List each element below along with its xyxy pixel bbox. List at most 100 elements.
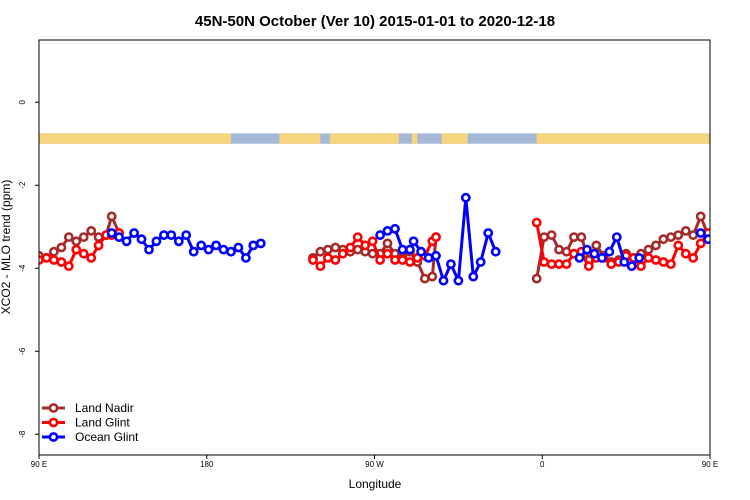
data-point bbox=[742, 238, 749, 245]
data-point bbox=[330, 255, 341, 265]
land-band-segment bbox=[441, 133, 468, 144]
x-tick-label: 90 E bbox=[702, 460, 718, 469]
data-point bbox=[589, 248, 600, 259]
data-point bbox=[352, 232, 363, 242]
x-tick-label: 90 E bbox=[31, 460, 47, 469]
data-point bbox=[531, 273, 542, 284]
data-point bbox=[546, 230, 557, 240]
data-point bbox=[597, 252, 607, 263]
x-tick-label: 180 bbox=[200, 460, 214, 469]
data-point bbox=[397, 255, 408, 265]
data-point bbox=[367, 236, 378, 247]
data-point bbox=[382, 248, 393, 259]
data-point bbox=[63, 232, 74, 242]
data-point bbox=[445, 259, 456, 269]
data-point bbox=[78, 232, 89, 242]
data-point bbox=[712, 238, 719, 245]
chart-title: 45N-50N October (Ver 10) 2015-01-01 to 2… bbox=[195, 13, 555, 30]
data-point bbox=[453, 275, 464, 286]
data-point bbox=[408, 236, 419, 247]
legend-label: Land Nadir bbox=[75, 401, 134, 415]
y-tick-label: 0 bbox=[18, 99, 27, 104]
land-ocean-band bbox=[39, 133, 710, 144]
data-point bbox=[315, 261, 326, 272]
data-point bbox=[688, 252, 699, 263]
land-band-segment bbox=[411, 133, 418, 144]
data-point bbox=[382, 225, 393, 236]
data-point bbox=[93, 240, 104, 251]
data-point bbox=[688, 230, 699, 240]
series-land-glint bbox=[39, 217, 710, 272]
data-point bbox=[583, 261, 594, 272]
data-point bbox=[136, 234, 147, 245]
data-point bbox=[666, 232, 676, 242]
y-tick-label: -2 bbox=[18, 181, 27, 189]
data-point bbox=[360, 240, 371, 251]
data-point bbox=[188, 246, 199, 257]
data-point bbox=[390, 223, 400, 234]
data-point bbox=[673, 230, 684, 240]
data-point bbox=[611, 232, 622, 242]
data-point bbox=[78, 248, 89, 259]
series-ocean-glint bbox=[106, 192, 749, 286]
data-point bbox=[554, 259, 564, 269]
data-point bbox=[71, 236, 82, 247]
data-point bbox=[49, 246, 59, 257]
data-point bbox=[658, 257, 669, 267]
x-axis-label: Longitude bbox=[349, 477, 402, 491]
data-point bbox=[56, 257, 67, 267]
data-point bbox=[643, 244, 654, 255]
data-point bbox=[438, 275, 449, 286]
data-point bbox=[114, 232, 124, 242]
legend-marker bbox=[48, 403, 59, 413]
legend-marker bbox=[48, 432, 59, 442]
data-point bbox=[419, 273, 430, 284]
land-band-segment bbox=[536, 133, 710, 144]
land-band-segment bbox=[279, 133, 321, 144]
data-point bbox=[651, 255, 661, 265]
data-point bbox=[606, 259, 617, 269]
data-point bbox=[626, 261, 637, 272]
data-point bbox=[475, 257, 486, 267]
data-point bbox=[233, 242, 244, 253]
legend-item: Land Glint bbox=[42, 416, 130, 430]
data-point bbox=[734, 246, 741, 253]
legend-label: Ocean Glint bbox=[75, 430, 139, 444]
legend-label: Land Glint bbox=[75, 416, 130, 430]
data-point bbox=[121, 236, 132, 247]
x-tick-label: 90 W bbox=[365, 460, 384, 469]
data-point bbox=[561, 246, 572, 257]
y-tick-label: -6 bbox=[18, 347, 27, 355]
data-point bbox=[561, 259, 572, 269]
data-point bbox=[144, 244, 154, 255]
data-point bbox=[404, 244, 415, 255]
data-point bbox=[151, 236, 162, 247]
data-point bbox=[719, 229, 726, 236]
data-point bbox=[695, 238, 706, 249]
data-point bbox=[431, 232, 441, 242]
land-band-segment bbox=[39, 133, 231, 144]
data-point bbox=[531, 217, 542, 228]
data-point bbox=[315, 246, 326, 257]
data-point bbox=[416, 246, 426, 257]
data-point bbox=[86, 252, 97, 263]
data-point bbox=[539, 257, 549, 267]
data-point bbox=[173, 236, 184, 247]
data-point bbox=[673, 240, 684, 251]
data-point bbox=[86, 225, 97, 236]
data-point bbox=[658, 234, 669, 245]
legend-item: Land Nadir bbox=[42, 401, 134, 415]
data-point bbox=[106, 228, 117, 238]
data-point bbox=[604, 246, 615, 257]
data-point bbox=[427, 271, 438, 282]
data-point bbox=[106, 211, 117, 222]
data-point bbox=[390, 255, 400, 265]
data-point bbox=[345, 242, 356, 253]
data-point bbox=[337, 248, 348, 259]
data-point bbox=[211, 240, 221, 251]
y-tick-label: -4 bbox=[18, 264, 27, 272]
legend-item: Ocean Glint bbox=[42, 430, 139, 444]
data-point bbox=[569, 232, 579, 242]
